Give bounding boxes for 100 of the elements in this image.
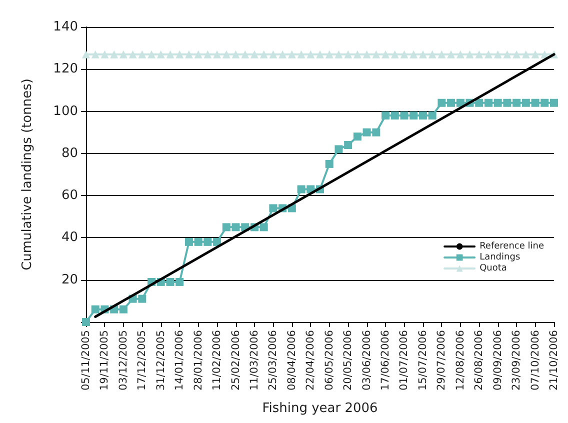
point	[494, 98, 502, 107]
x-tick-label: 07/10/2006	[529, 330, 542, 391]
x-tick-label: 17/06/2006	[380, 330, 392, 391]
point	[522, 98, 530, 107]
y-tick-label: 80	[61, 146, 78, 161]
x-axis-title: Fishing year 2006	[262, 401, 378, 416]
point	[325, 160, 334, 168]
x-tick-label: 09/09/2006	[492, 330, 504, 391]
point	[531, 98, 540, 107]
x-tick-label: 15/07/2006	[416, 330, 429, 391]
point	[438, 98, 446, 107]
point	[372, 128, 380, 136]
point	[138, 294, 146, 303]
x-tick-label: 25/02/2006	[230, 330, 242, 391]
point	[138, 50, 146, 58]
point	[110, 50, 118, 58]
point	[512, 50, 521, 58]
point	[194, 50, 202, 58]
x-tick-label: 31/12/2005	[154, 330, 167, 391]
x-tick-label: 21/10/2006	[548, 330, 560, 391]
x-tick-label: 01/07/2006	[398, 330, 410, 391]
point	[128, 50, 137, 58]
point	[410, 112, 418, 120]
point	[447, 50, 456, 58]
legend-label: Landings	[480, 252, 520, 262]
y-tick-label: 40	[61, 230, 78, 246]
point	[176, 278, 184, 286]
legend-label: Reference line	[480, 242, 544, 252]
x-tick-label: 06/05/2006	[323, 330, 336, 391]
point	[213, 238, 222, 246]
point	[119, 305, 128, 314]
point	[550, 98, 558, 107]
point	[176, 50, 184, 58]
point	[91, 305, 100, 314]
x-tick-label: 25/03/2006	[267, 330, 280, 391]
x-tick-label: 23/09/2006	[510, 330, 523, 391]
x-tick-label: 12/08/2006	[454, 330, 466, 391]
point	[484, 98, 492, 107]
point	[334, 145, 343, 154]
point	[494, 50, 502, 58]
point	[390, 112, 399, 120]
point	[522, 50, 530, 58]
point	[213, 50, 222, 58]
point	[306, 50, 315, 58]
point	[166, 50, 174, 58]
point	[372, 50, 380, 58]
point	[503, 98, 512, 107]
point	[447, 98, 456, 107]
x-tick-label: 19/11/2005	[98, 330, 111, 391]
x-tick-label: 11/02/2006	[211, 330, 224, 391]
point	[466, 50, 474, 58]
point	[410, 50, 418, 58]
point	[484, 50, 492, 58]
point	[428, 112, 436, 120]
point	[222, 223, 230, 232]
y-axis-title: Cumulative landings (tonnes)	[20, 78, 35, 270]
point	[100, 50, 109, 58]
x-tick-label: 26/08/2006	[473, 330, 486, 391]
point	[400, 50, 408, 58]
point	[316, 50, 324, 58]
point	[418, 112, 427, 120]
y-tick-label: 120	[53, 62, 78, 77]
point	[438, 50, 446, 58]
point	[297, 185, 306, 194]
y-tick-label: 100	[53, 104, 78, 119]
point	[82, 50, 90, 58]
x-tick-label: 11/03/2006	[248, 330, 260, 391]
point	[428, 50, 436, 58]
x-tick-label: 28/01/2006	[192, 330, 204, 391]
point	[390, 50, 399, 58]
y-tick-label: 60	[61, 188, 78, 204]
point	[204, 238, 212, 246]
y-tick-label: 20	[61, 272, 78, 288]
point	[260, 223, 268, 232]
point	[353, 50, 362, 58]
point	[362, 128, 371, 136]
x-tick-label: 14/01/2006	[174, 330, 186, 391]
x-tick-label: 03/12/2005	[117, 330, 130, 391]
point	[418, 50, 427, 58]
point	[540, 98, 549, 107]
x-tick-label: 20/05/2006	[342, 330, 354, 391]
point	[119, 50, 128, 58]
x-tick-label: 22/04/2006	[304, 330, 317, 391]
point	[503, 50, 512, 58]
point	[166, 278, 174, 286]
point	[382, 50, 390, 58]
point	[269, 204, 278, 212]
point	[400, 112, 408, 120]
point	[512, 98, 521, 107]
x-tick-label: 17/12/2005	[136, 330, 148, 391]
point	[260, 50, 268, 58]
x-tick-label: 29/07/2006	[436, 330, 448, 391]
point	[241, 50, 250, 58]
point	[91, 50, 100, 58]
point	[184, 238, 193, 246]
point	[362, 50, 371, 58]
point	[334, 50, 343, 58]
point	[531, 50, 540, 58]
point	[288, 50, 296, 58]
point	[353, 132, 362, 141]
